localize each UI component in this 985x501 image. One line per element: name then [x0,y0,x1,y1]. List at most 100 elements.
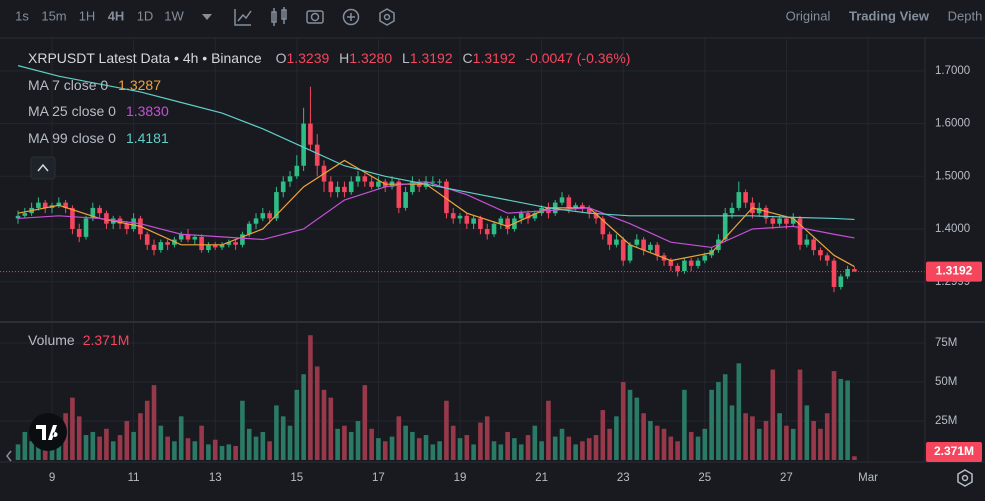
candle-body [97,207,102,214]
interval[interactable]: 1W [164,8,184,23]
last-volume-label: 2.371M [934,444,974,458]
view-tab[interactable]: Trading View [849,8,930,23]
camera-icon[interactable] [306,10,324,24]
legend: XRPUSDT Latest Data • 4h • Binance O1.32… [28,50,630,348]
candle-body [641,239,646,251]
axis-settings[interactable] [957,469,973,487]
candle-body [770,218,776,224]
candle-body [525,213,531,219]
candle-body [586,207,592,214]
candle-body [845,269,850,277]
volume-bar [403,425,408,460]
candle-body [63,202,68,208]
candle-body [532,213,538,219]
field-value: 1.3192 [410,50,453,66]
candle-body [158,242,164,251]
interval[interactable]: 1H [79,8,96,23]
candle-body [498,218,504,224]
candle-body [736,192,742,208]
volume-legend: Volume 2.371M [28,332,129,348]
volume-bar [546,400,551,460]
interval[interactable]: 15m [41,8,66,23]
volume-bar [756,428,762,460]
view-tab[interactable]: Original [786,8,831,23]
candle-body [301,123,306,166]
candle-body [56,202,62,206]
volume-bar [396,416,402,460]
candle-body [648,244,653,251]
volume-bar [634,397,640,460]
scroll-left[interactable] [6,450,12,462]
x-tick-label: 23 [617,472,630,484]
volume-bar [450,425,456,460]
candle-body [559,197,565,203]
logo-circle [29,413,67,451]
volume-bar [83,435,89,460]
ma-value: 1.3830 [126,103,169,119]
interval[interactable]: 4H [108,8,125,23]
change: -0.0047 (-0.36%) [525,50,630,66]
volume-bar [22,431,28,460]
volume-bar [206,444,211,460]
volume-bar [525,435,531,460]
volume-bar [471,444,476,460]
x-tick-label: 9 [49,472,55,484]
volume-bar [301,374,306,460]
candle-body [76,228,82,237]
candle-body [471,218,476,224]
settings-icon[interactable] [379,8,395,26]
volume-bar [750,416,755,460]
volume-bar [695,436,701,460]
toolbar: 1s 15m 1H 4H 1D 1W Original Trading View… [15,7,982,26]
view-tab[interactable]: Depth [948,8,983,23]
candle-body [22,213,28,216]
candle-body [838,276,844,287]
interval[interactable]: 1D [137,8,154,23]
volume-bar [770,369,776,460]
candle-body [478,218,483,229]
volume-bar [586,438,592,460]
indicator-icon[interactable] [234,9,252,26]
candle-body [396,181,402,208]
volume-bar [505,431,510,460]
dropdown-icon[interactable] [202,14,212,20]
volume-bar [661,428,667,460]
volume-bar [580,441,585,460]
x-tick-label: 11 [128,472,140,484]
ma-legend: MA 7 close 0 1.3287 [28,77,161,93]
volume-bar [668,436,674,460]
field-value: 1.3192 [473,50,516,66]
candle-body [124,223,130,229]
candle-body [178,234,184,240]
interval[interactable]: 1s [15,8,29,23]
volume-bar [335,428,340,460]
volume-bar [199,425,204,460]
volume-bar [593,435,599,460]
volume-bar [811,421,816,460]
volume-bar [702,428,708,460]
candle-icon[interactable] [271,7,287,26]
volume-bar [274,405,279,460]
last-volume-tag [926,442,982,462]
collapse-button[interactable] [30,156,56,180]
y-tick-label: 1.5000 [935,170,970,182]
ma-legend: MA 25 close 0 1.3830 [28,103,169,119]
candle-body [212,244,218,248]
volume-bar [158,425,164,460]
candle-body [314,144,320,166]
volume-bar [117,435,123,460]
volume-bar [70,397,75,460]
add-icon[interactable] [342,8,360,26]
x-tick-label: 13 [209,472,222,484]
volume-bar [838,378,844,460]
volume-bar [675,441,680,460]
volume-value: 2.371M [83,332,130,348]
y-tick-label: 1.6000 [935,118,970,130]
volume-bar [614,416,619,460]
candle-body [654,244,660,256]
candle-body [376,181,381,187]
volume-bar [321,389,327,460]
field-key: C [463,50,473,66]
volume-tick-label: 75M [935,337,957,349]
